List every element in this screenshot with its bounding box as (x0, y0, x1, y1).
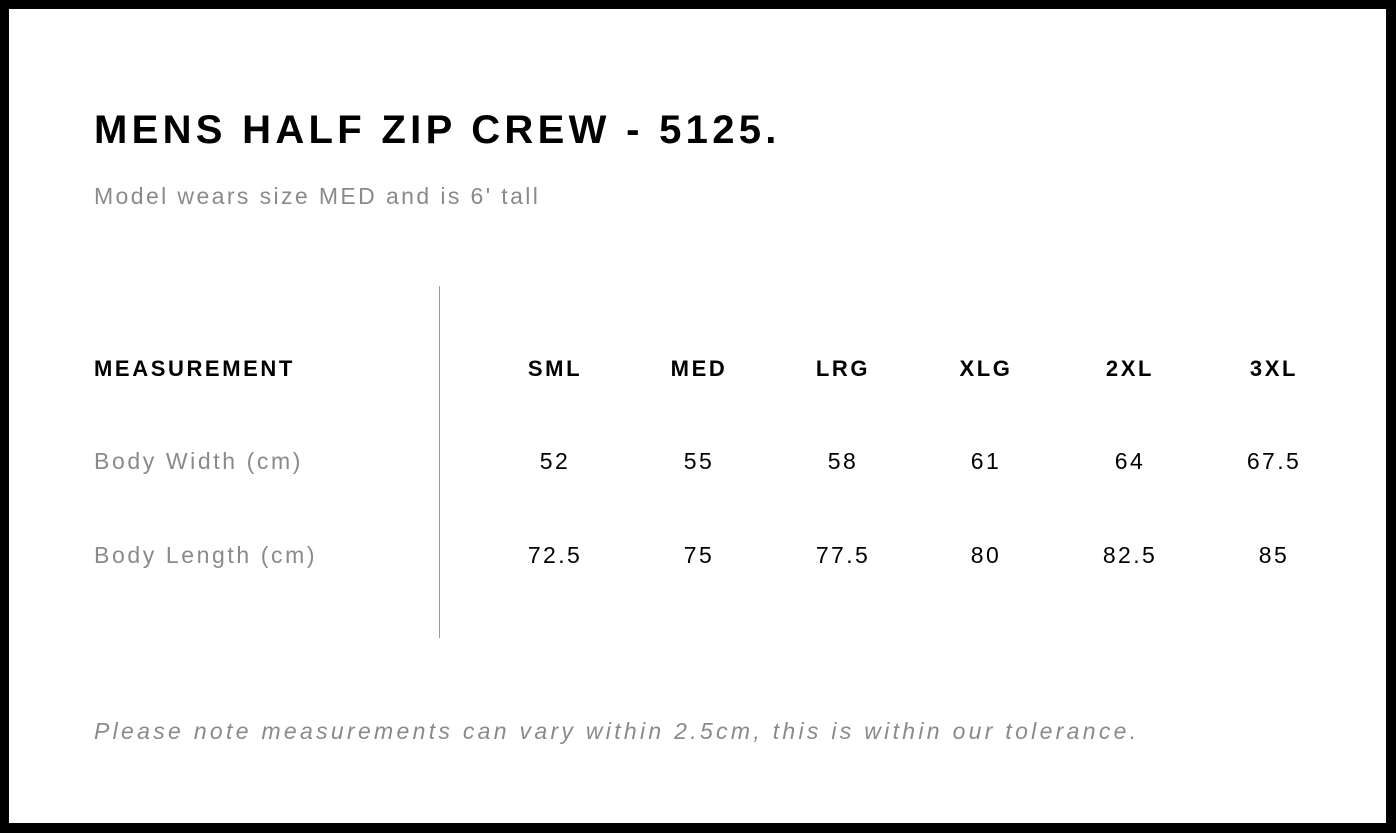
size-header-med: MED (670, 356, 728, 381)
page-title: MENS HALF ZIP CREW - 5125. (94, 108, 781, 152)
size-header-3xl: 3XL (1249, 356, 1299, 381)
table-cell: 85 (1258, 542, 1290, 568)
size-chart-card: MENS HALF ZIP CREW - 5125. Model wears s… (9, 9, 1386, 823)
table-cell: 77.5 (815, 542, 871, 568)
size-header-2xl: 2XL (1105, 356, 1155, 381)
size-header-sml: SML (527, 356, 583, 381)
table-cell: 80 (970, 542, 1002, 568)
measurement-header: MEASUREMENT (94, 356, 295, 381)
table-cell: 82.5 (1102, 542, 1158, 568)
table-cell: 58 (827, 448, 859, 474)
table-cell: 72.5 (527, 542, 583, 568)
column-divider (439, 286, 440, 638)
table-cell: 75 (683, 542, 715, 568)
size-header-xlg: XLG (959, 356, 1013, 381)
tolerance-note: Please note measurements can vary within… (94, 718, 1140, 744)
table-cell: 52 (539, 448, 571, 474)
model-info: Model wears size MED and is 6' tall (94, 183, 541, 209)
row-label-body-length: Body Length (cm) (94, 542, 318, 568)
table-cell: 67.5 (1246, 448, 1302, 474)
table-cell: 61 (970, 448, 1002, 474)
table-cell: 64 (1114, 448, 1146, 474)
size-header-lrg: LRG (815, 356, 871, 381)
table-cell: 55 (683, 448, 715, 474)
row-label-body-width: Body Width (cm) (94, 448, 303, 474)
